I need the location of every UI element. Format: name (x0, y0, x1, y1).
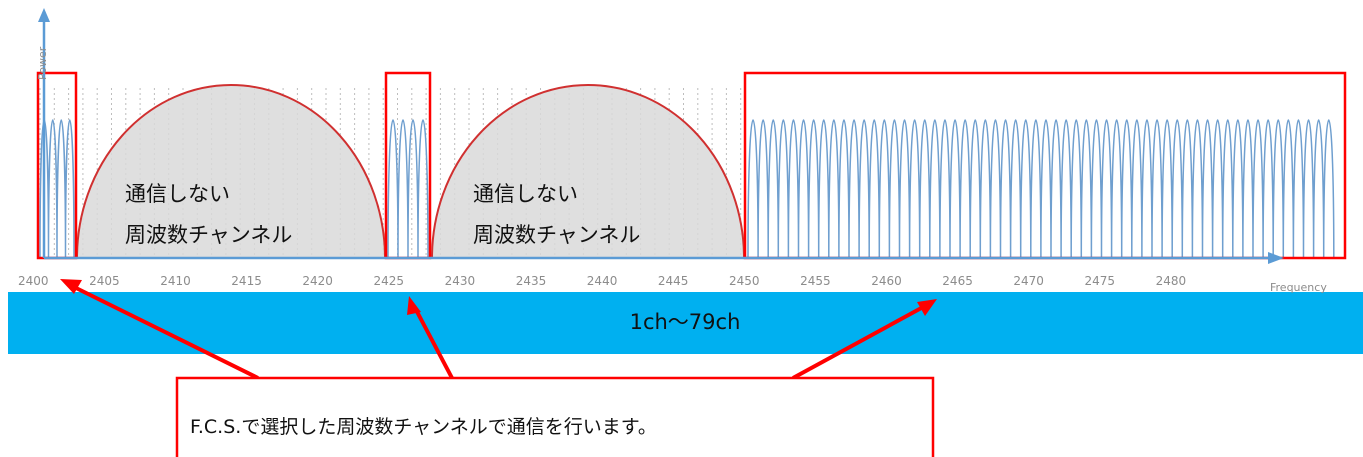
excluded-zones (75, 84, 746, 259)
arrow-head-2425 (407, 296, 421, 315)
highlight-box-3 (743, 71, 1347, 260)
x-tick-label: 2425 (374, 274, 405, 288)
channel-lobes (387, 119, 429, 259)
excluded-zone-1 (75, 84, 387, 259)
x-tick-label: 2440 (587, 274, 618, 288)
x-tick-label: 2410 (160, 274, 191, 288)
x-tick-label: 2415 (231, 274, 262, 288)
x-tick-label: 2475 (1085, 274, 1116, 288)
zone-1-label-line2: 周波数チャンネル (125, 223, 292, 247)
x-tick-label: 2460 (871, 274, 902, 288)
x-axis-arrow (1268, 252, 1284, 264)
callout-box (175, 376, 935, 457)
callout-text: F.C.S.で選択した周波数チャンネルで通信を行います。 (190, 416, 657, 438)
y-axis-title: Power (36, 46, 49, 80)
x-tick-label: 2445 (658, 274, 689, 288)
arrow-to-2450-band (792, 304, 926, 380)
x-tick-label: 2420 (302, 274, 333, 288)
channel-band-label: 1ch〜79ch (630, 310, 741, 334)
zone-1-label-line1: 通信しない (125, 182, 230, 206)
x-tick-label: 2455 (800, 274, 831, 288)
zone-2-label-line2: 周波数チャンネル (473, 223, 640, 247)
x-tick-label: 2465 (942, 274, 973, 288)
arrow-to-2400 (71, 284, 259, 380)
y-axis-arrow (38, 8, 50, 22)
x-tick-label: 2405 (89, 274, 120, 288)
x-axis-title: Frequency (1270, 281, 1327, 294)
excluded-zone-2 (430, 84, 746, 259)
channel-lobes (747, 119, 1335, 259)
arrow-head-2400 (60, 279, 82, 294)
x-tick-label: 2435 (516, 274, 547, 288)
arrow-to-2425 (412, 305, 454, 379)
callout-arrows (60, 279, 937, 380)
channel-band (8, 292, 1363, 354)
zone-2-label-line1: 通信しない (473, 182, 578, 206)
arrow-head-2450-band (917, 299, 937, 316)
x-tick-label: 2400 (18, 274, 49, 288)
x-tick-label: 2470 (1013, 274, 1044, 288)
x-tick-label: 2430 (445, 274, 476, 288)
x-tick-label: 2450 (729, 274, 760, 288)
x-tick-labels: 2400 2405 2410 2415 2420 2425 2430 2435 2440 2445… (18, 274, 1186, 288)
x-tick-label: 2480 (1156, 274, 1187, 288)
